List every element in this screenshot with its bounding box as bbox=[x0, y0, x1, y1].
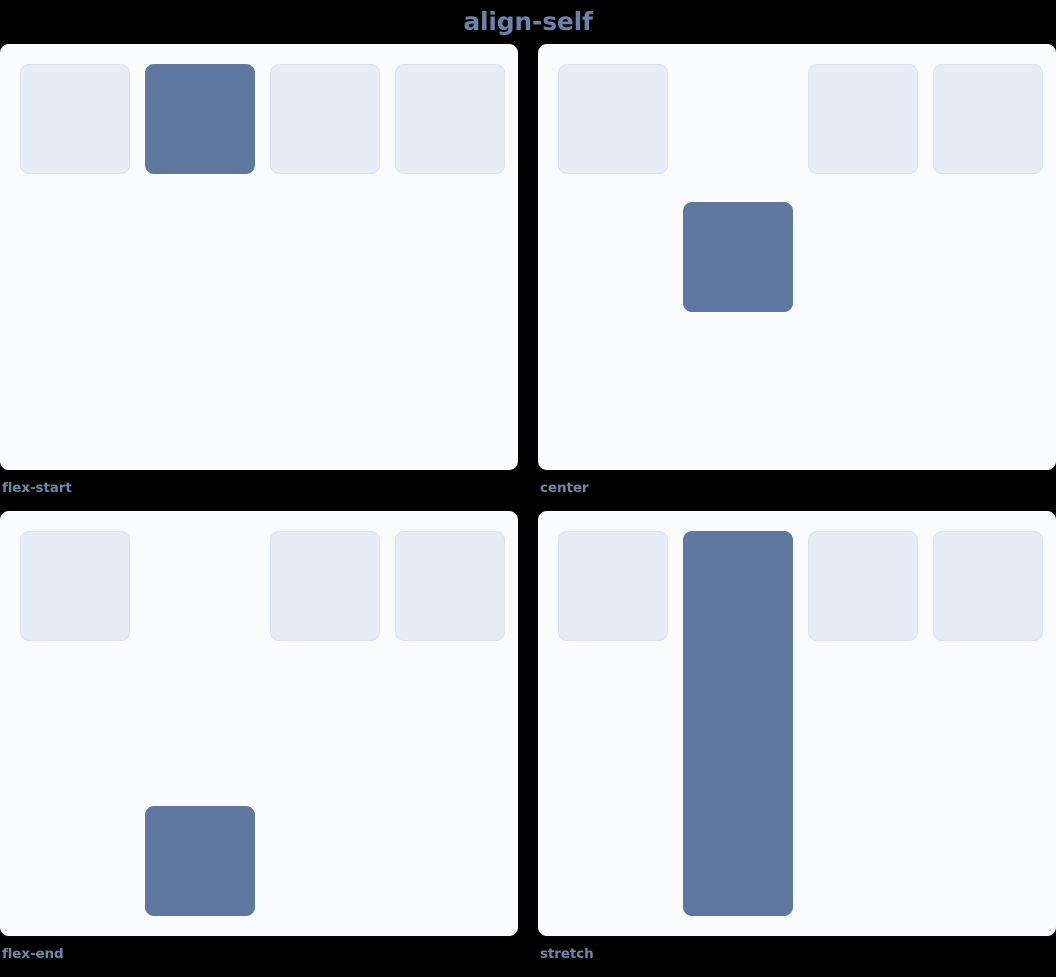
demo-caption: flex-end bbox=[2, 946, 64, 962]
flex-item bbox=[933, 530, 1043, 641]
demo-caption: stretch bbox=[540, 946, 594, 962]
demo-stretch: stretch bbox=[538, 510, 1056, 977]
flex-item bbox=[558, 64, 668, 174]
demo-flex-end: flex-end bbox=[0, 510, 518, 977]
flex-item bbox=[20, 530, 130, 641]
flex-item bbox=[395, 530, 505, 641]
flex-item bbox=[808, 530, 918, 641]
flex-item bbox=[808, 64, 918, 174]
flex-item-highlighted bbox=[145, 64, 255, 174]
flex-item-highlighted bbox=[683, 201, 793, 312]
flex-item bbox=[558, 530, 668, 641]
page-title: align-self bbox=[463, 7, 593, 36]
flex-container-center bbox=[538, 44, 1056, 470]
demo-caption: center bbox=[540, 479, 589, 496]
flex-item bbox=[395, 64, 505, 174]
demo-flex-start: flex-start bbox=[0, 44, 518, 511]
demo-center: center bbox=[538, 44, 1056, 511]
flex-item bbox=[270, 64, 380, 174]
flex-item-highlighted bbox=[683, 530, 793, 916]
flex-container-stretch bbox=[538, 510, 1056, 936]
demo-grid: flex-start center flex-end bbox=[0, 44, 1056, 977]
flex-container-flex-end bbox=[0, 510, 518, 936]
demo-caption: flex-start bbox=[2, 479, 72, 496]
flex-item bbox=[270, 530, 380, 641]
flex-item bbox=[20, 64, 130, 174]
flex-item-highlighted bbox=[145, 806, 255, 916]
flex-item bbox=[933, 64, 1043, 174]
flex-container-flex-start bbox=[0, 44, 518, 470]
